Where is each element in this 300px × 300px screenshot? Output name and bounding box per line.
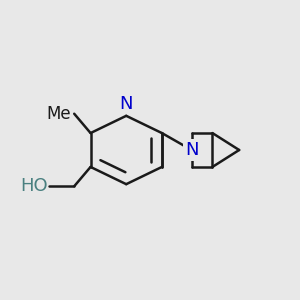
Text: HO: HO <box>20 177 47 195</box>
Text: Me: Me <box>46 105 71 123</box>
Text: N: N <box>185 141 198 159</box>
Text: N: N <box>119 95 133 113</box>
